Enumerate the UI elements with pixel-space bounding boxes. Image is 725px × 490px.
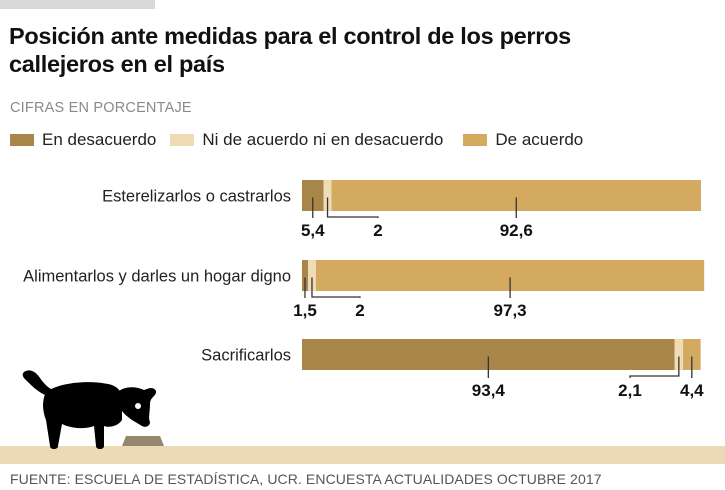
bar-segment-neutral xyxy=(323,180,332,211)
legend: En desacuerdo Ni de acuerdo ni en desacu… xyxy=(10,130,583,150)
source-note: FUENTE: ESCUELA DE ESTADÍSTICA, UCR. ENC… xyxy=(10,471,602,487)
legend-label: Ni de acuerdo ni en desacuerdo xyxy=(202,130,444,149)
data-label: 92,6 xyxy=(500,221,533,240)
bar-segment-disagree xyxy=(302,180,324,211)
category-label: Alimentarlos y darles un hogar digno xyxy=(23,268,291,286)
legend-item-agree: De acuerdo xyxy=(463,130,583,150)
leader-line xyxy=(311,277,361,298)
legend-item-disagree: En desacuerdo xyxy=(10,130,156,150)
data-label: 2 xyxy=(373,221,382,240)
data-label: 93,4 xyxy=(472,381,506,400)
dog-icon xyxy=(22,370,157,449)
legend-label: En desacuerdo xyxy=(42,130,157,149)
category-label: Esterelizarlos o castrarlos xyxy=(102,188,291,206)
food-bowl-icon xyxy=(122,436,164,446)
legend-swatch-disagree xyxy=(10,134,34,146)
bar-segment-neutral xyxy=(674,339,684,370)
leader-line xyxy=(326,197,379,218)
chart-title: Posición ante medidas para el control de… xyxy=(9,23,571,77)
chart-subtitle: CIFRAS EN PORCENTAJE xyxy=(10,100,192,116)
data-label: 2 xyxy=(355,301,364,320)
ground-strip xyxy=(0,446,725,464)
data-label: 4,4 xyxy=(680,381,704,400)
legend-item-neutral: Ni de acuerdo ni en desacuerdo xyxy=(170,130,443,150)
bar-segment-agree xyxy=(683,339,701,370)
leader-line xyxy=(629,356,680,378)
data-label: 2,1 xyxy=(618,381,642,400)
category-label: Sacrificarlos xyxy=(201,347,291,365)
bar-segment-neutral xyxy=(307,260,316,291)
top-accent-bar xyxy=(0,0,155,9)
bar-segment-disagree xyxy=(302,260,308,291)
legend-swatch-neutral xyxy=(170,134,195,146)
data-label: 97,3 xyxy=(494,301,527,320)
data-label: 1,5 xyxy=(293,301,317,320)
legend-swatch-agree xyxy=(463,134,488,146)
data-label: 5,4 xyxy=(301,221,325,240)
legend-label: De acuerdo xyxy=(495,130,584,149)
